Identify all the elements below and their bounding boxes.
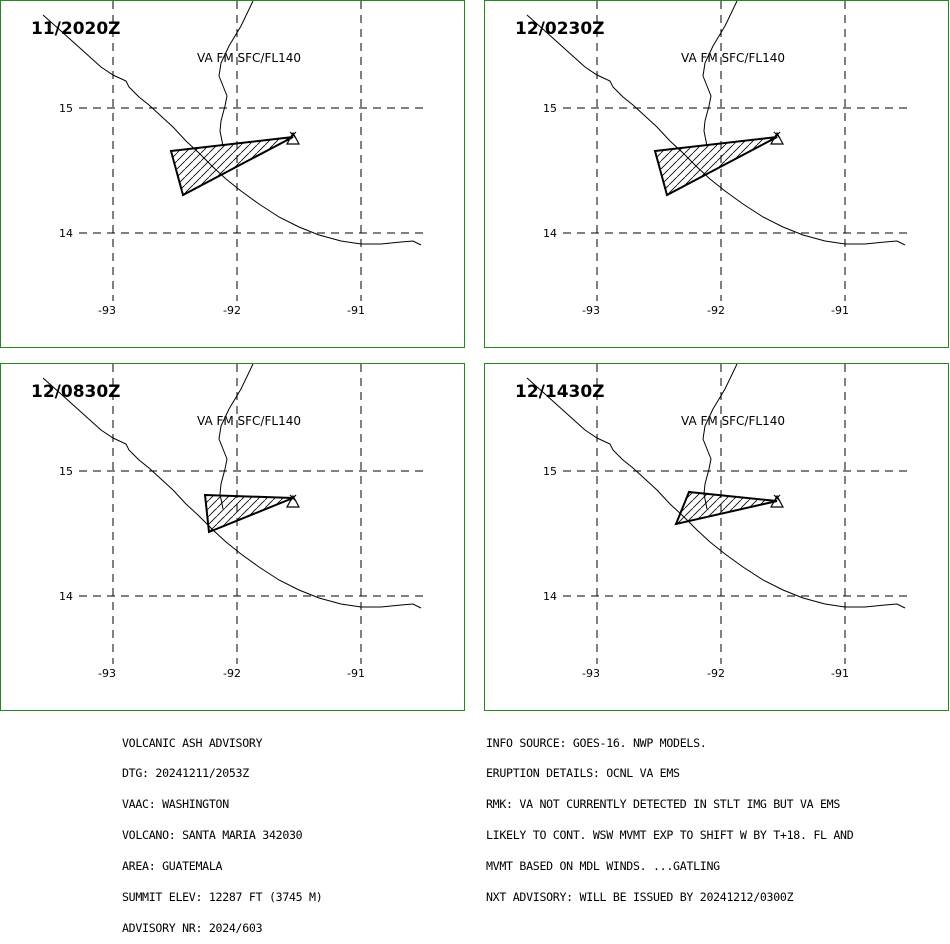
advisory-line: ERUPTION DETAILS: OCNL VA EMS (486, 766, 680, 781)
map-graphic (42, 1, 429, 301)
ash-cloud-area (674, 490, 778, 526)
lat-label-15: 15 (543, 465, 557, 478)
lon-label-93: -93 (582, 667, 600, 680)
lon-label-93: -93 (582, 304, 600, 317)
map-panel-3: 12/0830Z VA FM SFC/FL140 15 14 -93 -92 -… (0, 363, 465, 711)
lon-label-93: -93 (98, 304, 116, 317)
coastline (42, 377, 422, 609)
advisory-line: NXT ADVISORY: WILL BE ISSUED BY 20241212… (486, 890, 794, 905)
volcano-icon (769, 131, 785, 145)
ash-layer-label: VA FM SFC/FL140 (197, 414, 301, 428)
advisory-line: ADVISORY NR: 2024/603 (122, 920, 263, 935)
ash-layer-label: VA FM SFC/FL140 (197, 51, 301, 65)
lat-label-14: 14 (543, 227, 557, 240)
panel-valid-time: 12/0830Z (31, 382, 121, 402)
lon-label-91: -91 (347, 667, 365, 680)
advisory-line: MVMT BASED ON MDL WINDS. ...GATLING (486, 859, 720, 874)
panel-valid-time: 12/0230Z (515, 19, 605, 39)
ash-layer-label: VA FM SFC/FL140 (681, 414, 785, 428)
advisory-line: VOLCANIC ASH ADVISORY (122, 735, 263, 750)
advisory-line: RMK: VA NOT CURRENTLY DETECTED IN STLT I… (486, 797, 841, 812)
panel-valid-time: 11/2020Z (31, 19, 121, 39)
advisory-line: INFO SOURCE: GOES-16. NWP MODELS. (486, 735, 707, 750)
lat-label-15: 15 (543, 102, 557, 115)
country-border (702, 1, 738, 147)
country-border (218, 1, 254, 147)
panel-valid-time: 12/1430Z (515, 382, 605, 402)
lon-label-91: -91 (347, 304, 365, 317)
advisory-line: DTG: 20241211/2053Z (122, 766, 249, 781)
volcano-icon (285, 131, 301, 145)
advisory-line: LIKELY TO CONT. WSW MVMT EXP TO SHIFT W … (486, 828, 854, 843)
map-panel-2: 12/0230Z VA FM SFC/FL140 15 14 -93 -92 -… (484, 0, 949, 348)
advisory-header-text: VOLCANIC ASH ADVISORY DTG: 20241211/2053… (122, 717, 323, 944)
map-panel-1: 11/2020Z VA FM SFC/FL140 15 14 -93 -92 -… (0, 0, 465, 348)
volcano-icon (285, 494, 301, 508)
lat-label-15: 15 (59, 102, 73, 115)
lat-label-14: 14 (59, 590, 73, 603)
map-graphic (42, 364, 429, 664)
advisory-line: VAAC: WASHINGTON (122, 797, 229, 812)
ash-cloud-area (653, 136, 778, 197)
advisory-line: SUMMIT ELEV: 12287 FT (3745 M) (122, 890, 323, 905)
lon-label-92: -92 (707, 304, 725, 317)
country-border (702, 364, 738, 510)
lon-label-92: -92 (223, 667, 241, 680)
lon-label-91: -91 (831, 667, 849, 680)
lat-label-14: 14 (543, 590, 557, 603)
volcano-icon (769, 494, 785, 508)
advisory-line: VOLCANO: SANTA MARIA 342030 (122, 828, 303, 843)
advisory-remarks-text: INFO SOURCE: GOES-16. NWP MODELS. ERUPTI… (486, 717, 854, 913)
lon-label-93: -93 (98, 667, 116, 680)
coastline (526, 377, 906, 609)
lon-label-92: -92 (223, 304, 241, 317)
advisory-line: AREA: GUATEMALA (122, 859, 223, 874)
map-panel-4: 12/1430Z VA FM SFC/FL140 15 14 -93 -92 -… (484, 363, 949, 711)
map-graphic (526, 1, 913, 301)
ash-cloud-area (169, 136, 294, 197)
lat-label-14: 14 (59, 227, 73, 240)
ash-layer-label: VA FM SFC/FL140 (681, 51, 785, 65)
country-border (218, 364, 254, 510)
lat-label-15: 15 (59, 465, 73, 478)
coastline (42, 14, 422, 246)
map-graphic (526, 364, 913, 664)
lon-label-92: -92 (707, 667, 725, 680)
coastline (526, 14, 906, 246)
lon-label-91: -91 (831, 304, 849, 317)
ash-cloud-area (203, 493, 294, 534)
